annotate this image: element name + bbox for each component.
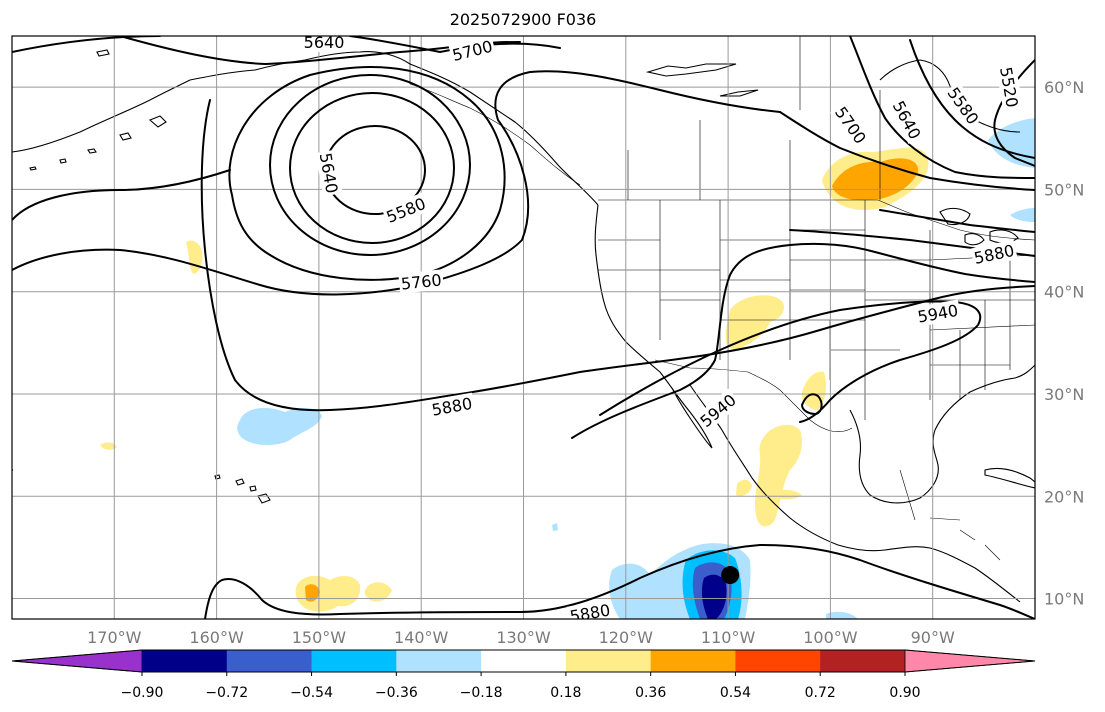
contour-5640-ring <box>269 74 471 256</box>
colorbar-extend-max <box>904 649 1036 673</box>
lon-tick-label: 90°W <box>911 628 955 647</box>
shade-orange-area <box>305 584 320 602</box>
lon-tick-label: 160°W <box>189 628 244 647</box>
central-america-borders <box>899 469 1001 561</box>
contour-5640-ne <box>849 36 1035 179</box>
shade-light-yellow-area <box>736 479 752 496</box>
shade-light-blue-area <box>826 611 858 619</box>
colorbar-tick-label: −0.54 <box>290 685 333 701</box>
shade-dark-blue-area <box>701 574 727 619</box>
map-title: 2025072900 F036 <box>450 10 597 29</box>
shade-light-yellow-area <box>725 295 785 350</box>
canada-provinces <box>627 36 881 200</box>
contour-label: 5760 <box>398 269 445 294</box>
shade-light-blue-area <box>1010 208 1035 222</box>
shade-light-yellow-area <box>776 489 802 500</box>
hudson-bay <box>879 59 1021 133</box>
lat-tick-label: 20°N <box>1044 487 1084 506</box>
colorbar-tick-label: 0.90 <box>889 685 920 701</box>
hawaii-islands <box>214 474 271 504</box>
contour-label-text: 5880 <box>568 600 611 626</box>
contour-5760 <box>12 70 781 296</box>
storm-center-marker <box>721 566 740 585</box>
colorbar-tick-labels: −0.90 −0.72 −0.54 −0.36 −0.18 0.18 0.36 0.54 0.7… <box>121 672 921 701</box>
lat-tick-label: 50°N <box>1044 180 1084 199</box>
contour-5700-outer <box>228 66 506 281</box>
alaska-canada-border <box>409 36 581 186</box>
contour-5940-west <box>571 242 1035 439</box>
colorbar-segment <box>735 650 821 672</box>
colorbar-segment <box>142 650 228 672</box>
plot-frame <box>11 35 1036 620</box>
contour-5700-arc <box>12 169 231 221</box>
kodiak-islands <box>29 115 167 171</box>
colorbar-tick-label: −0.18 <box>460 685 503 701</box>
shade-light-blue-area <box>552 523 558 531</box>
west-coast-us <box>594 204 661 373</box>
contour-label-text: 5760 <box>400 270 442 293</box>
colorbar-segment <box>396 650 482 672</box>
pacific-islands <box>96 49 759 97</box>
lat-tick-label: 30°N <box>1044 385 1084 404</box>
longitude-axis-labels: 170°W 160°W 150°W 140°W 130°W 120°W 110°W 100°W… <box>87 628 955 647</box>
us-canada-border <box>598 199 1035 241</box>
contour-5880 <box>12 99 1035 471</box>
contour-label-text: 5640 <box>304 33 345 52</box>
lon-tick-label: 140°W <box>394 628 449 647</box>
colorbar-segment <box>565 650 652 672</box>
colorbar-segment <box>650 650 736 672</box>
colorbar-tick-label: 0.72 <box>805 685 836 701</box>
colorbar-tick-label: −0.36 <box>375 685 418 701</box>
shade-light-yellow-area <box>364 582 392 602</box>
mexico-pacific-coast <box>689 384 1021 603</box>
lon-tick-label: 120°W <box>599 628 654 647</box>
lat-tick-label: 60°N <box>1044 78 1084 97</box>
colorbar-segment <box>481 650 567 672</box>
colorbar-segment <box>226 650 313 672</box>
contour-label: 5640 <box>302 33 347 53</box>
baja-california <box>659 371 713 449</box>
alaska-southeast-coast <box>409 63 599 206</box>
contour-label: 5880 <box>566 599 614 626</box>
latitude-axis-labels: 10°N 20°N 30°N 40°N 50°N 60°N <box>1044 78 1084 608</box>
colorbar-segment <box>820 650 906 672</box>
lon-tick-label: 100°W <box>803 628 858 647</box>
lon-tick-label: 170°W <box>87 628 142 647</box>
lon-tick-label: 130°W <box>496 628 551 647</box>
shade-light-blue-area <box>237 407 322 446</box>
us-states-west <box>598 200 791 360</box>
contour-5880-south <box>204 544 1035 619</box>
shade-light-yellow-area <box>100 442 117 450</box>
contour-5700-ne <box>779 111 1035 191</box>
colorbar-tick-label: 0.18 <box>550 685 581 701</box>
colorbar-tick-label: 0.54 <box>720 685 751 701</box>
political-borders <box>409 36 1035 561</box>
great-lakes <box>939 207 1019 246</box>
lat-tick-label: 40°N <box>1044 283 1084 302</box>
lon-tick-label: 150°W <box>292 628 347 647</box>
coastlines <box>12 49 1035 603</box>
colorbar-tick-label: 0.36 <box>635 685 666 701</box>
lat-tick-label: 10°N <box>1044 590 1084 609</box>
contour-5520-ne <box>993 59 1035 167</box>
colorbar <box>11 649 1036 673</box>
contour-5940-east <box>599 300 982 423</box>
us-mexico-border <box>654 359 853 433</box>
cuba <box>984 467 1035 489</box>
alaska-coast <box>12 51 411 153</box>
colorbar-extend-min <box>11 649 143 673</box>
contour-5880-east-small <box>801 393 823 415</box>
colorbar-segment <box>311 650 397 672</box>
shade-light-yellow-area <box>755 424 802 527</box>
colorbar-tick-label: −0.72 <box>205 685 248 701</box>
lon-tick-label: 110°W <box>701 628 756 647</box>
colorbar-tick-label: −0.90 <box>121 685 164 701</box>
contour-5580-low-ring <box>289 92 455 244</box>
gulf-of-mexico-coast <box>849 364 1035 504</box>
